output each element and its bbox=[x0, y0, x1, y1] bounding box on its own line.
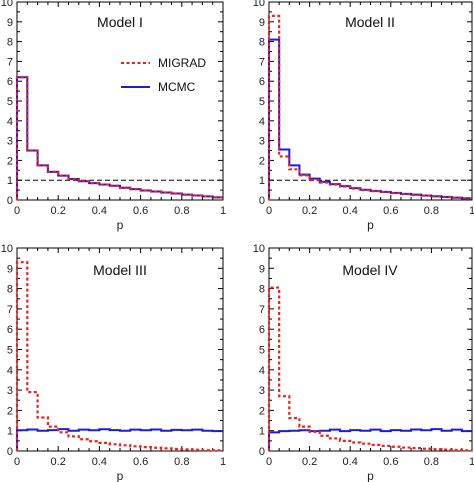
y-tick-label: 2 bbox=[7, 405, 13, 417]
x-axis-label: p bbox=[117, 218, 124, 232]
y-tick-label: 4 bbox=[259, 365, 265, 377]
y-tick-label: 1 bbox=[259, 426, 265, 438]
y-tick-label: 2 bbox=[259, 405, 265, 417]
y-tick-label: 8 bbox=[7, 37, 13, 49]
x-tick-label: 0 bbox=[266, 205, 272, 217]
series-mcmc-line bbox=[268, 38, 472, 200]
y-tick-label: 6 bbox=[259, 76, 265, 88]
y-tick-label: 3 bbox=[7, 136, 13, 148]
y-tick-label: 7 bbox=[259, 56, 265, 68]
y-tick-label: 7 bbox=[7, 304, 13, 316]
x-tick-label: 0.6 bbox=[383, 456, 398, 468]
panel-title: Model I bbox=[97, 14, 143, 30]
y-tick-label: 0 bbox=[259, 446, 265, 458]
panel-title: Model III bbox=[93, 262, 147, 278]
x-tick-label: 0.4 bbox=[343, 456, 358, 468]
x-tick-label: 0.6 bbox=[133, 456, 148, 468]
y-tick-label: 10 bbox=[1, 0, 13, 9]
y-tick-label: 6 bbox=[7, 324, 13, 336]
y-tick-label: 6 bbox=[259, 324, 265, 336]
x-tick-label: 0.2 bbox=[51, 456, 66, 468]
series-mcmc-line bbox=[268, 428, 472, 451]
panel-1: 0 1 2 3 4 5 6 7 8 9 10 0 0.2 0.4 0.6 0.8 1 p Model I MIGRAD… bbox=[1, 0, 226, 232]
y-tick-label: 1 bbox=[7, 175, 13, 187]
x-tick-label: 0.4 bbox=[92, 456, 107, 468]
y-tick-label: 10 bbox=[253, 0, 265, 9]
y-tick-label: 9 bbox=[7, 263, 13, 275]
y-tick-label: 9 bbox=[7, 17, 13, 29]
y-tick-label: 8 bbox=[7, 284, 13, 296]
y-tick-label: 0 bbox=[259, 195, 265, 207]
y-tick-label: 4 bbox=[7, 365, 13, 377]
y-tick-label: 5 bbox=[259, 345, 265, 357]
series-migrad-line bbox=[267, 14, 472, 200]
y-tick-label: 5 bbox=[7, 345, 13, 357]
x-tick-label: 0.6 bbox=[133, 205, 148, 217]
x-axis-label: p bbox=[367, 469, 374, 482]
y-tick-label: 7 bbox=[7, 56, 13, 68]
panel-4: 0 1 2 3 4 5 6 7 8 9 10 0 0.2 0.4 0.6 0.8 1 p Model IV bbox=[253, 243, 474, 482]
y-tick-label: 0 bbox=[7, 446, 13, 458]
series-mcmc-line bbox=[16, 76, 223, 200]
x-tick-label: 0.2 bbox=[51, 205, 66, 217]
x-axis-label: p bbox=[367, 218, 374, 232]
x-tick-label: 1 bbox=[220, 456, 226, 468]
y-tick-label: 9 bbox=[259, 263, 265, 275]
x-tick-label: 1 bbox=[469, 205, 474, 217]
y-tick-label: 0 bbox=[7, 195, 13, 207]
x-tick-label: 0.8 bbox=[424, 205, 439, 217]
y-tick-label: 4 bbox=[7, 116, 13, 128]
y-tick-label: 3 bbox=[7, 385, 13, 397]
x-tick-label: 0 bbox=[14, 205, 20, 217]
y-tick-label: 4 bbox=[259, 116, 265, 128]
x-tick-label: 0.8 bbox=[174, 205, 189, 217]
y-tick-label: 1 bbox=[259, 175, 265, 187]
series-migrad-line bbox=[15, 76, 223, 200]
x-tick-label: 0.8 bbox=[174, 456, 189, 468]
x-tick-label: 0.4 bbox=[343, 205, 358, 217]
y-tick-label: 6 bbox=[7, 76, 13, 88]
legend-label-migrad: MIGRAD bbox=[158, 56, 206, 70]
legend: MIGRAD MCMC bbox=[121, 56, 206, 94]
x-tick-label: 0.2 bbox=[302, 205, 317, 217]
series-migrad-line bbox=[267, 286, 472, 452]
x-tick-label: 0 bbox=[14, 456, 20, 468]
y-tick-label: 2 bbox=[7, 155, 13, 167]
y-tick-label: 3 bbox=[259, 385, 265, 397]
y-tick-label: 1 bbox=[7, 426, 13, 438]
x-tick-label: 1 bbox=[220, 205, 226, 217]
x-tick-label: 0.2 bbox=[302, 456, 317, 468]
y-tick-label: 9 bbox=[259, 17, 265, 29]
plot-frame bbox=[16, 247, 224, 452]
panel-3: 0 1 2 3 4 5 6 7 8 9 10 0 0.2 0.4 0.6 0.8 1 p Model III bbox=[1, 243, 226, 482]
x-tick-label: 0.8 bbox=[424, 456, 439, 468]
panel-title: Model IV bbox=[342, 262, 398, 278]
panel-2: 0 1 2 3 4 5 6 7 8 9 10 0 0.2 0.4 0.6 0.8 1 p Model II bbox=[253, 0, 474, 232]
y-tick-label: 10 bbox=[1, 243, 13, 255]
legend-label-mcmc: MCMC bbox=[158, 80, 196, 94]
y-tick-label: 8 bbox=[259, 37, 265, 49]
x-tick-label: 1 bbox=[469, 456, 474, 468]
x-tick-label: 0 bbox=[266, 456, 272, 468]
y-tick-label: 8 bbox=[259, 284, 265, 296]
y-tick-label: 7 bbox=[259, 304, 265, 316]
series-migrad-line bbox=[15, 261, 223, 452]
panel-title: Model II bbox=[345, 14, 395, 30]
y-tick-label: 5 bbox=[259, 96, 265, 108]
series-mcmc-line bbox=[16, 428, 223, 451]
y-tick-label: 10 bbox=[253, 243, 265, 255]
y-tick-label: 3 bbox=[259, 136, 265, 148]
x-tick-label: 0.6 bbox=[383, 205, 398, 217]
x-tick-label: 0.4 bbox=[92, 205, 107, 217]
x-axis-label: p bbox=[117, 469, 124, 482]
y-tick-label: 5 bbox=[7, 96, 13, 108]
y-tick-label: 2 bbox=[259, 155, 265, 167]
